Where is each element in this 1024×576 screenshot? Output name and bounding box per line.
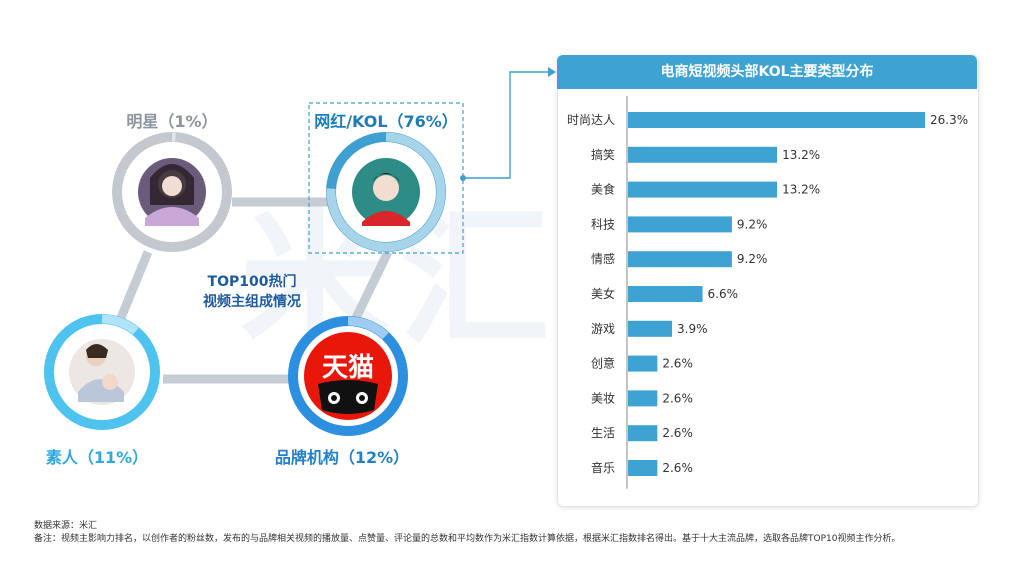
bar: [628, 460, 658, 476]
center-title-line1: TOP100热门: [207, 274, 297, 290]
tmall-logo-text: 天猫: [322, 353, 374, 383]
share-arc-amateur: [101, 314, 139, 335]
category-label: 时尚达人: [567, 113, 615, 127]
value-label: 2.6%: [662, 461, 693, 475]
category-label: 生活: [591, 426, 615, 440]
connector-celebrity-amateur: [113, 250, 153, 327]
label-kol: 网红/KOL（76%）: [314, 112, 458, 131]
value-label: 9.2%: [737, 217, 768, 231]
bar: [628, 320, 673, 337]
value-label: 13.2%: [782, 148, 820, 162]
value-label: 2.6%: [662, 391, 693, 405]
bar: [628, 181, 778, 198]
connector-kol-brand: [349, 250, 393, 324]
kol-highlight-box: [308, 102, 464, 254]
category-label: 音乐: [591, 460, 615, 475]
node-amateur: [44, 314, 160, 430]
category-label: 美食: [591, 182, 615, 197]
bar: [628, 286, 703, 302]
center-title: TOP100热门 视频主组成情况: [172, 272, 332, 312]
network-diagram: 天猫: [44, 102, 464, 436]
panel-title: 电商短视频头部KOL主要类型分布: [557, 55, 977, 89]
bar: [628, 251, 732, 268]
kol-type-bar-chart: 时尚达人 26.3% 搞笑 13.2% 美食 13.2% 科技 9.2% 情感 9.2% 美女 6.6…: [567, 96, 968, 489]
category-label: 游戏: [591, 322, 615, 336]
label-amateur: 素人（11%）: [45, 448, 149, 467]
bar: [628, 355, 658, 372]
category-label: 创意: [591, 356, 615, 371]
footer: 数据来源：米汇 备注：视频主影响力排名，以创作者的粉丝数，发布的与品牌相关视频的…: [34, 520, 1004, 546]
bar: [628, 216, 732, 233]
data-source: 数据来源：米汇: [34, 521, 98, 531]
value-label: 26.3%: [930, 113, 968, 127]
value-label: 2.6%: [662, 357, 693, 371]
label-celebrity: 明星（1%）: [126, 112, 218, 131]
value-label: 13.2%: [782, 183, 820, 197]
footnote: 备注：视频主影响力排名，以创作者的粉丝数，发布的与品牌相关视频的播放量、点赞量、…: [34, 534, 901, 544]
category-label: 美女: [591, 286, 615, 301]
node-kol: [326, 132, 446, 252]
bar: [628, 112, 925, 128]
bar: [628, 390, 658, 407]
node-celebrity: [112, 132, 232, 252]
center-title-line2: 视频主组成情况: [203, 294, 301, 310]
node-brand: 天猫: [288, 316, 408, 436]
category-label: 情感: [591, 251, 615, 266]
value-label: 2.6%: [662, 426, 693, 440]
value-label: 3.9%: [677, 322, 708, 336]
category-label: 美妆: [591, 391, 615, 405]
bar: [628, 425, 658, 442]
label-brand: 品牌机构（12%）: [274, 448, 410, 467]
share-arc-kol: [326, 132, 446, 252]
share-arc-brand: [347, 316, 389, 340]
bar: [628, 146, 778, 163]
value-label: 6.6%: [708, 287, 739, 301]
category-label: 科技: [591, 217, 615, 231]
category-label: 搞笑: [591, 147, 615, 162]
value-label: 9.2%: [737, 252, 768, 266]
